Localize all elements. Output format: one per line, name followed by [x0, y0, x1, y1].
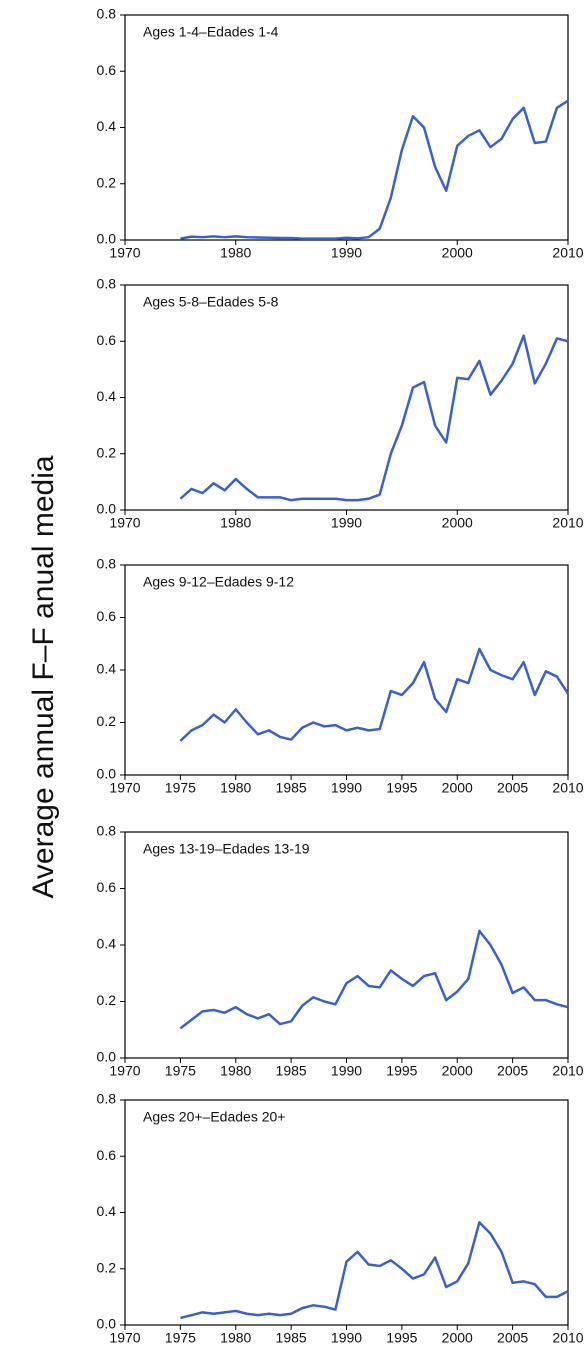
x-tick-label: 1970 [109, 780, 140, 796]
x-tick-label: 1985 [276, 780, 307, 796]
x-tick-label: 1990 [331, 245, 362, 261]
x-tick-label: 2005 [497, 780, 528, 796]
x-tick-label: 2010 [552, 1330, 583, 1346]
panel-title: Ages 1-4–Edades 1-4 [143, 24, 279, 40]
plot-frame [124, 284, 569, 511]
y-tick-label: 0.6 [97, 1147, 117, 1163]
y-tick-label: 0.8 [97, 1091, 117, 1107]
x-tick-label: 1980 [220, 780, 251, 796]
x-tick-label: 1970 [109, 1330, 140, 1346]
x-tick-label: 2010 [552, 1063, 583, 1079]
x-tick-label: 1995 [386, 780, 417, 796]
x-tick-label: 1980 [220, 1330, 251, 1346]
x-tick-label: 2000 [442, 515, 473, 531]
x-tick-label: 1995 [386, 1330, 417, 1346]
y-tick-label: 0.2 [97, 1259, 117, 1275]
x-tick-label: 2005 [497, 1063, 528, 1079]
x-tick-label: 2010 [552, 515, 583, 531]
x-tick-label: 1970 [109, 515, 140, 531]
y-tick-label: 0.0 [97, 1049, 117, 1065]
y-tick-label: 0.4 [97, 118, 117, 134]
x-tick-label: 1985 [276, 1063, 307, 1079]
x-tick-label: 1975 [165, 1330, 196, 1346]
x-tick-label: 1990 [331, 780, 362, 796]
x-tick-label: 1995 [386, 1063, 417, 1079]
x-tick-label: 1990 [331, 1330, 362, 1346]
x-tick-label: 1985 [276, 1330, 307, 1346]
x-tick-label: 1980 [220, 515, 251, 531]
plot-frame [124, 14, 569, 241]
y-tick-label: 0.6 [97, 62, 117, 78]
x-tick-label: 1980 [220, 1063, 251, 1079]
y-tick-label: 0.0 [97, 231, 117, 247]
y-tick-label: 0.4 [97, 936, 117, 952]
x-tick-label: 1970 [109, 1063, 140, 1079]
y-tick-label: 0.2 [97, 992, 117, 1008]
y-axis-label: Average annual F–F anual media [27, 455, 60, 898]
data-line [179, 647, 570, 742]
x-tick-label: 2000 [442, 1330, 473, 1346]
data-line [180, 1221, 569, 1320]
panel-title: Ages 13-19–Edades 13-19 [143, 841, 310, 857]
y-tick-label: 0.2 [97, 174, 117, 190]
y-tick-label: 0.8 [97, 556, 117, 572]
x-tick-label: 1970 [109, 245, 140, 261]
y-tick-label: 0.4 [97, 388, 117, 404]
y-tick-label: 0.8 [97, 6, 117, 22]
panel-title: Ages 9-12–Edades 9-12 [143, 574, 294, 590]
y-tick-label: 0.8 [97, 823, 117, 839]
x-tick-label: 2010 [552, 780, 583, 796]
y-tick-label: 0.0 [97, 766, 117, 782]
x-tick-label: 2000 [442, 245, 473, 261]
data-line [179, 334, 569, 502]
y-tick-label: 0.4 [97, 661, 117, 677]
x-tick-label: 2010 [552, 245, 583, 261]
data-line [179, 929, 569, 1030]
y-tick-label: 0.8 [97, 276, 117, 292]
panel-title: Ages 5-8–Edades 5-8 [143, 294, 279, 310]
x-tick-label: 2005 [497, 1330, 528, 1346]
y-tick-label: 0.4 [97, 1203, 117, 1219]
x-tick-label: 2000 [442, 780, 473, 796]
y-tick-label: 0.0 [97, 1316, 117, 1332]
y-tick-label: 0.6 [97, 608, 117, 624]
x-tick-label: 1980 [220, 245, 251, 261]
y-tick-label: 0.0 [97, 501, 117, 517]
x-tick-label: 2000 [442, 1063, 473, 1079]
y-tick-label: 0.2 [97, 713, 117, 729]
plot-frame [124, 564, 569, 776]
plot-frame [124, 1099, 569, 1326]
plot-frame [124, 831, 569, 1059]
y-tick-label: 0.6 [97, 332, 117, 348]
panel-title: Ages 20+–Edades 20+ [143, 1109, 285, 1125]
x-tick-label: 1975 [165, 780, 196, 796]
x-tick-label: 1975 [165, 1063, 196, 1079]
x-tick-label: 1990 [331, 1063, 362, 1079]
data-line [180, 99, 569, 240]
x-tick-label: 1990 [331, 515, 362, 531]
y-tick-label: 0.2 [97, 444, 117, 460]
y-tick-label: 0.6 [97, 879, 117, 895]
